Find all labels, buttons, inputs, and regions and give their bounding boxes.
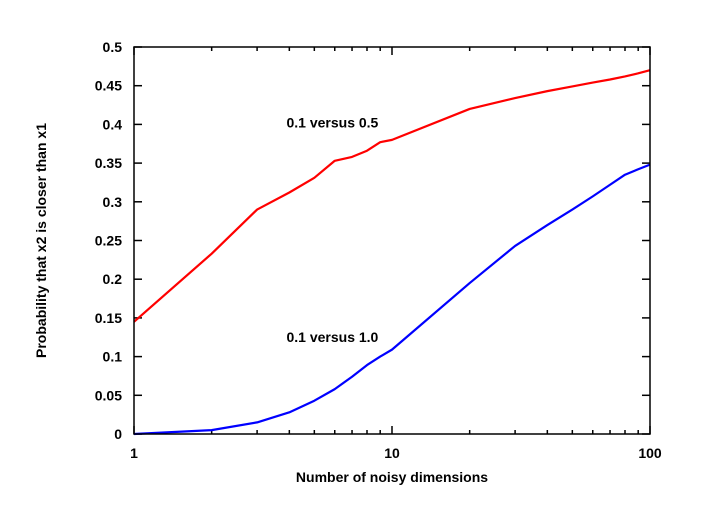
series-line-2 [133,163,651,436]
series-label-1: 0.1 versus 0.5 [286,114,378,130]
x-axis-title: Number of noisy dimensions [296,469,488,485]
series-line-1 [133,69,651,323]
series-layer [133,69,651,436]
series-label-2: 0.1 versus 1.0 [286,329,378,345]
y-tick-label: 0.45 [95,78,122,94]
y-tick-label: 0.05 [95,387,122,403]
y-tick-label: 0 [114,426,122,442]
y-axis-title: Probability that x2 is closer than x1 [33,123,49,358]
y-axis-ticks: 0 0.05 0.1 0.15 0.2 0.25 0.3 0.35 0.4 0.45 0.5 [95,39,650,442]
y-tick-label: 0.4 [103,116,123,132]
y-tick-label: 0.15 [95,310,122,326]
x-tick-label: 10 [384,445,400,461]
y-tick-label: 0.5 [103,39,123,55]
annotations: 0.1 versus 0.5 0.1 versus 1.0 [286,114,378,344]
plot-frame [133,46,651,435]
y-tick-label: 0.3 [103,194,123,210]
y-tick-label: 0.1 [103,349,123,365]
y-tick-label: 0.25 [95,233,122,249]
y-tick-label: 0.35 [95,155,122,171]
x-tick-label: 1 [130,445,138,461]
y-tick-label: 0.2 [103,271,123,287]
x-tick-label: 100 [638,445,662,461]
